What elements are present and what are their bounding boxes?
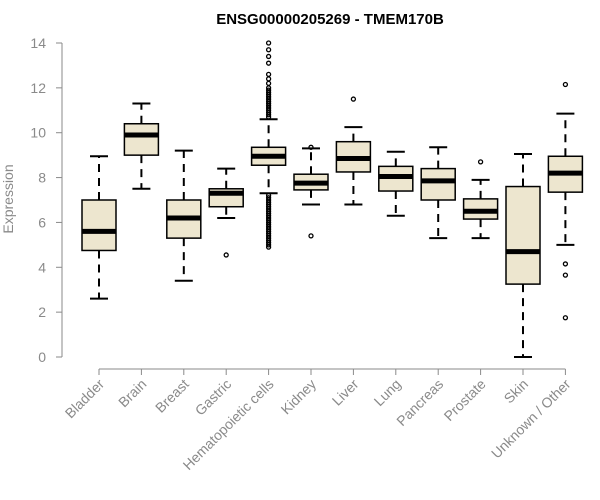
y-tick-label: 6 xyxy=(38,214,46,230)
chart-title: ENSG00000205269 - TMEM170B xyxy=(216,11,444,28)
x-tick-label: Liver xyxy=(329,376,362,409)
iqr-box xyxy=(123,122,160,156)
x-tick-label: Skin xyxy=(501,376,532,407)
outlier-point xyxy=(308,233,314,239)
outlier-point xyxy=(223,252,229,258)
y-axis-title: Expression xyxy=(0,164,16,233)
x-tick-label: Brain xyxy=(115,376,149,410)
x-tick-label: Prostate xyxy=(441,376,489,424)
box-group xyxy=(420,146,456,240)
box-group xyxy=(250,40,287,250)
outlier-point xyxy=(265,53,272,60)
box-group xyxy=(81,155,117,300)
box-group xyxy=(123,102,160,190)
box-group xyxy=(505,153,541,358)
y-tick-label: 0 xyxy=(38,349,46,365)
outlier-point xyxy=(265,76,272,82)
x-tick-label: Kidney xyxy=(278,376,320,418)
outlier-point xyxy=(265,60,272,66)
outlier-point xyxy=(562,261,569,267)
outlier-point xyxy=(350,96,357,102)
outlier-point xyxy=(265,195,272,201)
box-group xyxy=(293,144,329,239)
iqr-box xyxy=(420,167,456,201)
outlier-point xyxy=(265,47,272,53)
y-tick-label: 14 xyxy=(30,35,46,51)
x-tick-label: Breast xyxy=(152,376,192,416)
box-group xyxy=(166,149,202,282)
boxes xyxy=(81,40,584,358)
y-tick-label: 2 xyxy=(38,304,46,320)
outlier-point xyxy=(265,192,272,199)
y-tick-label: 8 xyxy=(38,170,46,186)
box-group xyxy=(208,167,244,258)
outlier-point xyxy=(308,144,314,150)
outlier-point xyxy=(562,272,569,278)
box-group xyxy=(547,81,584,321)
outlier-point xyxy=(265,40,272,46)
outlier-point xyxy=(265,87,272,93)
box-group xyxy=(462,159,499,240)
box-group xyxy=(335,96,372,206)
box-group xyxy=(378,150,414,217)
iqr-box xyxy=(81,199,117,252)
outlier-point xyxy=(265,71,272,78)
x-tick-label: Unknown / Other xyxy=(488,376,574,462)
iqr-box xyxy=(505,185,541,285)
y-axis: 0 2 4 6 8 10 12 14 xyxy=(30,35,63,365)
y-tick-label: 12 xyxy=(30,80,46,96)
y-tick-label: 10 xyxy=(30,125,46,141)
x-tick-label: Bladder xyxy=(62,376,108,422)
y-tick-label: 4 xyxy=(38,259,46,275)
outlier-point xyxy=(265,80,272,87)
outlier-point xyxy=(562,315,569,321)
x-tick-label: Pancreas xyxy=(393,376,446,429)
x-tick-label: Lung xyxy=(371,376,404,409)
outlier-point xyxy=(477,159,484,165)
outlier-point xyxy=(562,81,569,88)
